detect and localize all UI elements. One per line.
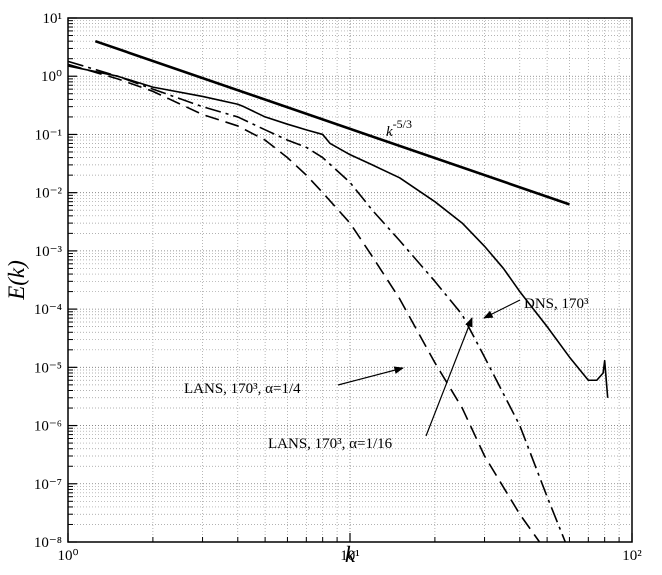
slope-label-exponent: -5/3 bbox=[393, 117, 412, 131]
x-tick-label: 10² bbox=[622, 548, 642, 564]
x-axis-title: k bbox=[345, 542, 356, 567]
y-tick-label: 10⁻⁷ bbox=[34, 477, 62, 493]
plot-frame bbox=[67, 17, 633, 543]
slope-label: k-5/3 bbox=[386, 117, 412, 140]
y-tick-label: 10⁻⁴ bbox=[34, 302, 62, 318]
y-tick-label: 10⁻¹ bbox=[35, 127, 62, 143]
x-tick-label: 10⁰ bbox=[57, 548, 78, 564]
grid bbox=[67, 17, 633, 543]
y-axis-title: E(k) bbox=[4, 260, 29, 301]
ticks: 10⁰ 10¹ 10² 10⁻⁸ 10⁻⁷ 10⁻⁶ 10⁻⁵ 10⁻⁴ 10⁻³ 10⁻² 10⁻… bbox=[34, 11, 642, 564]
y-tick-label: 10¹ bbox=[43, 11, 63, 27]
y-tick-label: 10⁻⁵ bbox=[34, 360, 62, 376]
series-line bbox=[67, 60, 567, 543]
y-tick-label: 10⁻³ bbox=[35, 244, 63, 260]
y-tick-label: 10⁻⁶ bbox=[34, 419, 62, 435]
slope-label-base: k bbox=[386, 124, 393, 140]
series-line bbox=[94, 39, 570, 206]
lans-sixteenth-label: LANS, 170³, α=1/16 bbox=[268, 436, 393, 452]
lines bbox=[67, 39, 609, 543]
y-tick-label: 10⁻² bbox=[35, 186, 63, 202]
y-tick-label: 10⁻⁸ bbox=[34, 535, 62, 551]
dns-arrow bbox=[483, 299, 521, 319]
lans-quarter-label: LANS, 170³, α=1/4 bbox=[184, 381, 301, 397]
y-tick-label: 10⁰ bbox=[41, 69, 62, 85]
x-tick-label: 10¹ bbox=[340, 548, 360, 564]
lans-sixteenth-arrow bbox=[425, 317, 473, 437]
lans-quarter-arrow bbox=[337, 366, 404, 386]
series-line bbox=[67, 63, 541, 543]
series-line bbox=[67, 65, 609, 398]
dns-label: DNS, 170³ bbox=[524, 296, 589, 312]
